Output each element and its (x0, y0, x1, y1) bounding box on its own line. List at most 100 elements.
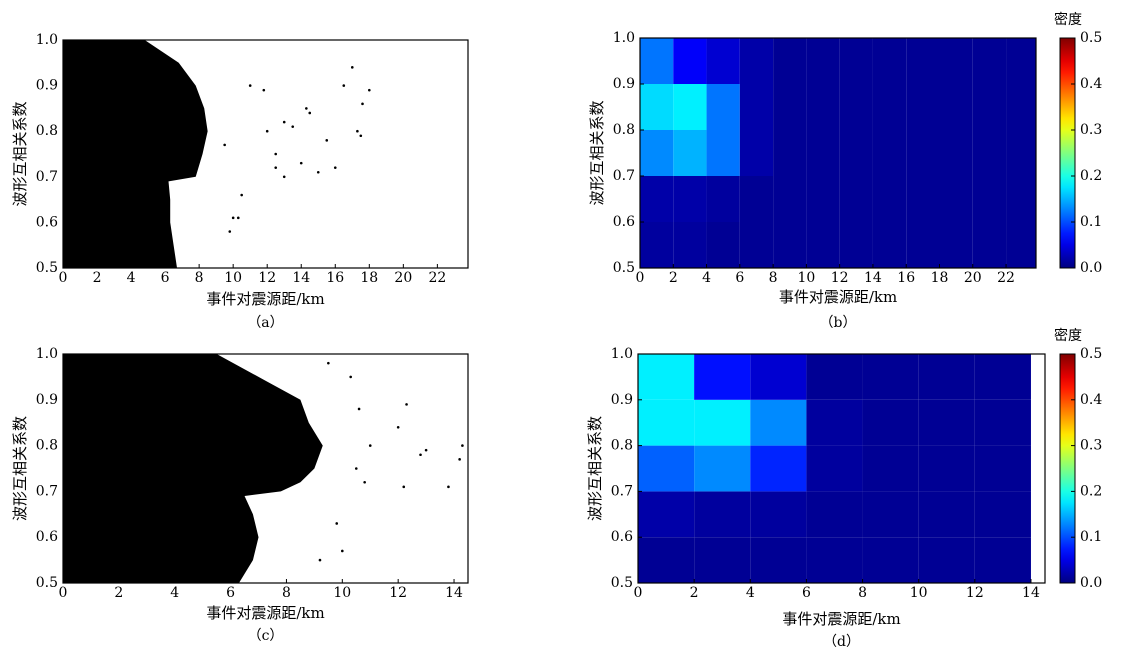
heat-cell (706, 176, 740, 222)
plot-area (63, 354, 468, 583)
scatter-point (316, 170, 320, 174)
heat-cell (694, 354, 751, 400)
x-tick-label: 18 (360, 270, 378, 286)
heat-cell (806, 176, 840, 222)
y-tick-label: 0.9 (613, 76, 635, 92)
x-tick-label: 6 (735, 270, 744, 286)
dense-region (63, 354, 323, 583)
y-tick-label: 0.8 (36, 123, 58, 139)
heat-cell (638, 537, 695, 583)
y-tick-label: 0.6 (36, 529, 58, 545)
scatter-point (349, 375, 352, 379)
x-tick-label: 10 (910, 585, 928, 601)
x-tick-label: 12 (966, 585, 984, 601)
colorbar-tick-label: 0.4 (1080, 392, 1102, 408)
x-tick-label: 16 (897, 270, 915, 286)
y-tick-label: 0.7 (613, 168, 635, 184)
x-tick-label: 4 (127, 270, 136, 286)
plot-area (63, 40, 468, 268)
heat-cell (694, 399, 751, 446)
x-axis-label: 事件对震源距/km (206, 290, 324, 308)
scatter-point (236, 216, 240, 220)
heat-cell (974, 445, 1031, 492)
heat-cell (773, 176, 807, 222)
x-tick-label: 18 (931, 270, 949, 286)
colorbar-label: 密度 (1054, 327, 1082, 344)
heat-cell (906, 176, 940, 222)
heat-cell (918, 491, 975, 538)
scatter-point (359, 134, 363, 138)
scatter-point (282, 120, 286, 124)
heat-cell (706, 130, 740, 176)
colorbar-tick-label: 0.2 (1080, 168, 1102, 184)
colorbar-tick-label: 0.1 (1080, 214, 1102, 230)
heat-cell (806, 38, 840, 84)
heat-cell (638, 399, 695, 446)
heat-cell (918, 399, 975, 446)
heat-cell (806, 222, 840, 268)
heat-cell (939, 130, 973, 176)
x-tick-label: 12 (389, 585, 407, 601)
heat-cell (862, 445, 919, 492)
heat-cell (918, 537, 975, 583)
x-tick-label: 0 (59, 585, 68, 601)
plot-frame (62, 39, 469, 269)
scatter-point (265, 129, 269, 133)
x-tick-label: 6 (802, 585, 811, 601)
heat-cell (806, 84, 840, 130)
heat-cell (806, 354, 863, 400)
x-tick-label: 8 (769, 270, 778, 286)
scatter-point (396, 425, 400, 429)
heat-cell (739, 84, 774, 130)
plot-area (638, 354, 1045, 583)
x-tick-label: 14 (864, 270, 882, 286)
heat-cell (750, 445, 807, 492)
x-tick-label: 6 (226, 585, 235, 601)
heat-cell (972, 38, 1007, 84)
panel-caption: （c） (248, 628, 284, 644)
heat-cell (906, 222, 940, 268)
y-tick-label: 0.5 (613, 260, 635, 276)
heat-cell (638, 445, 695, 492)
scatter-point (305, 107, 308, 110)
heat-cell (918, 445, 975, 492)
x-tick-label: 0 (636, 270, 645, 286)
scatter-point (223, 143, 226, 147)
scatter-point (274, 152, 278, 156)
heat-cell (939, 84, 973, 130)
heat-cell (739, 38, 774, 84)
heat-cell (1006, 176, 1036, 222)
scatter-point (308, 111, 312, 115)
heat-cell (939, 38, 973, 84)
y-tick-label: 0.8 (613, 122, 635, 138)
x-tick-label: 2 (690, 585, 699, 601)
heat-cell (694, 491, 751, 538)
x-tick-label: 0 (59, 270, 68, 286)
scatter-point (354, 467, 358, 470)
y-axis-label: 波形互相关系数 (11, 416, 29, 521)
heat-cell (1006, 84, 1036, 130)
x-axis-label: 事件对震源距/km (206, 604, 324, 622)
heat-cell (706, 38, 740, 84)
heat-cell (638, 354, 695, 400)
heat-cell (640, 176, 674, 222)
colorbar-tick-label: 0.4 (1080, 76, 1102, 92)
x-axis-label: 事件对震源距/km (782, 610, 900, 628)
heat-cell (773, 38, 807, 84)
scatter-point (291, 125, 295, 128)
heat-cell (872, 176, 907, 222)
y-tick-label: 0.5 (36, 575, 58, 591)
dense-region (63, 40, 208, 268)
heat-cell (862, 491, 919, 538)
scatter-point (333, 166, 337, 169)
scatter-point (248, 84, 252, 87)
scatter-point (356, 129, 359, 133)
colorbar-tick-label: 0.0 (1080, 575, 1102, 591)
colorbar-tick-label: 0.1 (1080, 529, 1102, 545)
heat-cell (839, 176, 873, 222)
heat-cell (1006, 222, 1036, 268)
heat-cell (638, 491, 695, 538)
y-axis-label: 波形互相关系数 (586, 416, 604, 521)
heat-cell (939, 176, 973, 222)
x-tick-label: 8 (858, 585, 867, 601)
